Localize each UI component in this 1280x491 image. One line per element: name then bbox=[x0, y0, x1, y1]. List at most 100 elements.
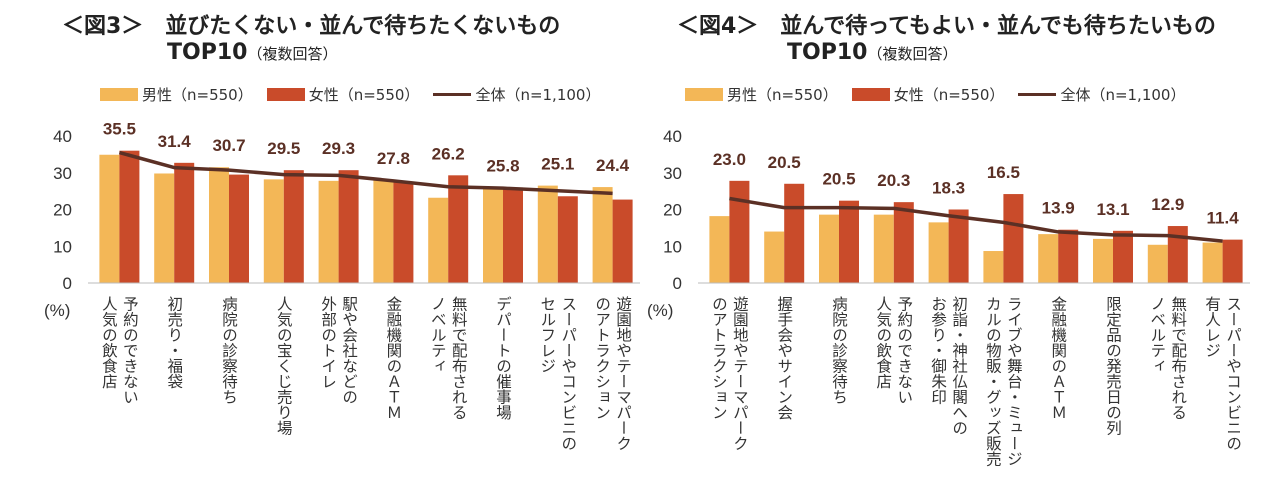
bar-female bbox=[557, 196, 578, 283]
bar-male bbox=[318, 180, 339, 283]
x-tick-label-line: 握手会やサイン会 bbox=[775, 296, 794, 420]
bar-male bbox=[428, 197, 449, 283]
bar-female bbox=[839, 200, 859, 283]
x-tick-label: 無料で配布される ノベルティ bbox=[1140, 296, 1196, 420]
x-tick-label-line: 人気の飲食店 bbox=[874, 296, 893, 389]
x-tick-label: ライブや舞台・ミュージ カルの物販・グッズ販売 bbox=[975, 296, 1031, 467]
x-tick-label: 初売り・福袋 bbox=[146, 296, 202, 389]
legend-swatch-male bbox=[100, 88, 138, 101]
x-tick-label-line: 予約のできない bbox=[120, 296, 139, 405]
x-tick-label: デパートの催事場 bbox=[475, 296, 531, 420]
data-label-total: 13.1 bbox=[1096, 200, 1129, 219]
bar-female bbox=[283, 170, 304, 283]
data-label-total: 12.9 bbox=[1151, 195, 1184, 214]
legend-swatch-total bbox=[1018, 93, 1057, 96]
x-tick-label-line: お参り・御朱印 bbox=[929, 296, 948, 405]
y-unit-label: (%) bbox=[44, 301, 70, 320]
bar-female bbox=[729, 180, 750, 283]
x-tick-label-line: 限定品の発売日の列 bbox=[1104, 296, 1122, 436]
data-label-total: 31.4 bbox=[158, 132, 192, 151]
x-tick-label-line: 遊園地やテーマパーク bbox=[614, 296, 633, 451]
bar-female bbox=[1003, 194, 1024, 283]
data-label-total: 27.8 bbox=[377, 149, 410, 168]
chart-title: ＜図4＞ 並んで待ってもよい・並んでも待ちたいもの bbox=[677, 14, 1216, 39]
y-tick-label: 0 bbox=[63, 274, 72, 293]
data-label-total: 35.5 bbox=[103, 120, 136, 139]
data-label-total: 20.5 bbox=[768, 153, 801, 172]
y-tick-label: 40 bbox=[53, 127, 72, 146]
total-series-line bbox=[118, 150, 613, 196]
x-tick-label-line: 初売り・福袋 bbox=[165, 296, 184, 389]
bar-female bbox=[393, 181, 414, 283]
x-tick-label: 予約のできない 人気の飲食店 bbox=[866, 296, 922, 405]
total-series-line bbox=[729, 196, 1223, 243]
bar-female bbox=[229, 174, 249, 283]
x-tick-label-line: ノベルティ bbox=[1148, 296, 1167, 374]
data-label-total: 11.4 bbox=[1207, 209, 1240, 228]
y-tick-label: 30 bbox=[53, 164, 72, 183]
bar-female bbox=[948, 209, 969, 283]
bar-male bbox=[209, 167, 229, 283]
bar-male bbox=[819, 214, 839, 283]
bar-male bbox=[709, 216, 730, 283]
x-tick-label-line: 遊園地やテーマパーク bbox=[730, 296, 749, 451]
bar-female bbox=[119, 150, 140, 283]
bar-male bbox=[592, 187, 613, 283]
x-tick-label-line: 無料で配布される bbox=[1169, 296, 1188, 420]
bar-female bbox=[448, 175, 469, 283]
y-unit-label: (%) bbox=[647, 301, 673, 320]
chart-plot: 0 10 20 30 40 (%) 23.0 20.5 20.5 20.3 18.3 16.5 13.9… bbox=[647, 127, 1250, 320]
x-tick-label-line: 金融機関のＡＴＭ bbox=[1049, 296, 1068, 420]
bar-female bbox=[1113, 230, 1133, 283]
y-tick-label: 10 bbox=[663, 237, 682, 256]
x-tick-label-line: 病院の診察待ち bbox=[220, 296, 238, 405]
x-tick-label-line: 初詣・神社仏閣への bbox=[950, 296, 969, 436]
y-tick-label: 20 bbox=[663, 201, 682, 220]
data-label-total: 29.3 bbox=[322, 139, 355, 158]
chart-title-line2: TOP10（複数回答） bbox=[787, 40, 958, 65]
x-tick-label: スーパーやコンビニの 有人レジ bbox=[1195, 296, 1251, 451]
chart-panel-fig4: ＜図4＞ 並んで待ってもよい・並んでも待ちたいもの TOP10（複数回答） 男性… bbox=[640, 0, 1280, 491]
data-label-total: 20.3 bbox=[877, 171, 910, 190]
legend-swatch-female bbox=[851, 88, 890, 101]
chart-plot: 0 10 20 30 40 (%) 35.5 31.4 30.7 29.5 29.3 27.8 26.2… bbox=[44, 120, 640, 320]
bar-female bbox=[612, 199, 633, 283]
chart-panel-fig3: ＜図3＞ 並びたくない・並んで待ちたくないもの TOP10（複数回答） 男性（n… bbox=[44, 14, 640, 451]
x-tick-label-line: 有人レジ bbox=[1203, 296, 1222, 358]
bar-female bbox=[893, 202, 914, 283]
x-tick-label: 握手会やサイン会 bbox=[756, 296, 812, 420]
x-tick-label: 病院の診察待ち bbox=[811, 296, 867, 405]
bar-male bbox=[99, 154, 120, 283]
bar-male bbox=[1202, 242, 1223, 283]
legend-item-total: 全体（n=1,100） bbox=[1018, 84, 1185, 105]
legend: 男性（n=550） 女性（n=550） 全体（n=1,100） bbox=[100, 84, 614, 105]
legend: 男性（n=550） 女性（n=550） 全体（n=1,100） bbox=[685, 84, 1199, 105]
legend-item-female: 女性（n=550） bbox=[851, 84, 1004, 105]
x-tick-label-line: 金融機関のＡＴＭ bbox=[384, 296, 403, 420]
y-tick-label: 0 bbox=[673, 274, 682, 293]
x-tick-label: 病院の診察待ち bbox=[201, 296, 257, 405]
chart-title-line2: TOP10（複数回答） bbox=[167, 40, 338, 65]
bar-female bbox=[174, 162, 195, 283]
x-tick-label: 初詣・神社仏閣への お参り・御朱印 bbox=[921, 296, 977, 436]
chart-title: ＜図3＞ 並びたくない・並んで待ちたくないもの bbox=[62, 14, 561, 39]
data-label-total: 23.0 bbox=[713, 150, 746, 169]
data-label-total: 13.9 bbox=[1042, 199, 1075, 218]
x-tick-label-line: ライブや舞台・ミュージ bbox=[1004, 296, 1023, 467]
legend-item-female: 女性（n=550） bbox=[266, 84, 419, 105]
x-tick-label-line: 駅や会社などの bbox=[340, 296, 359, 405]
x-tick-label-line: のアトラクション bbox=[593, 296, 612, 420]
x-tick-label-line: デパートの催事場 bbox=[494, 296, 512, 420]
x-tick-label: 遊園地やテーマパーク のアトラクション bbox=[701, 296, 757, 451]
bar-female bbox=[1167, 226, 1188, 283]
x-tick-label: スーパーやコンビニの セルフレジ bbox=[530, 296, 586, 451]
x-tick-label-line: 病院の診察待ち bbox=[830, 296, 848, 405]
x-tick-label: 駅や会社などの 外部のトイレ bbox=[311, 296, 367, 405]
x-tick-label-line: 無料で配布される bbox=[449, 296, 468, 420]
legend-item-total: 全体（n=1,100） bbox=[433, 84, 600, 105]
x-tick-label-line: 予約のできない bbox=[895, 296, 914, 405]
x-tick-label-line: 人気の飲食店 bbox=[99, 296, 118, 389]
data-label-total: 26.2 bbox=[432, 144, 465, 163]
x-tick-label: 金融機関のＡＴＭ bbox=[365, 296, 421, 420]
data-label-total: 30.7 bbox=[212, 136, 245, 155]
